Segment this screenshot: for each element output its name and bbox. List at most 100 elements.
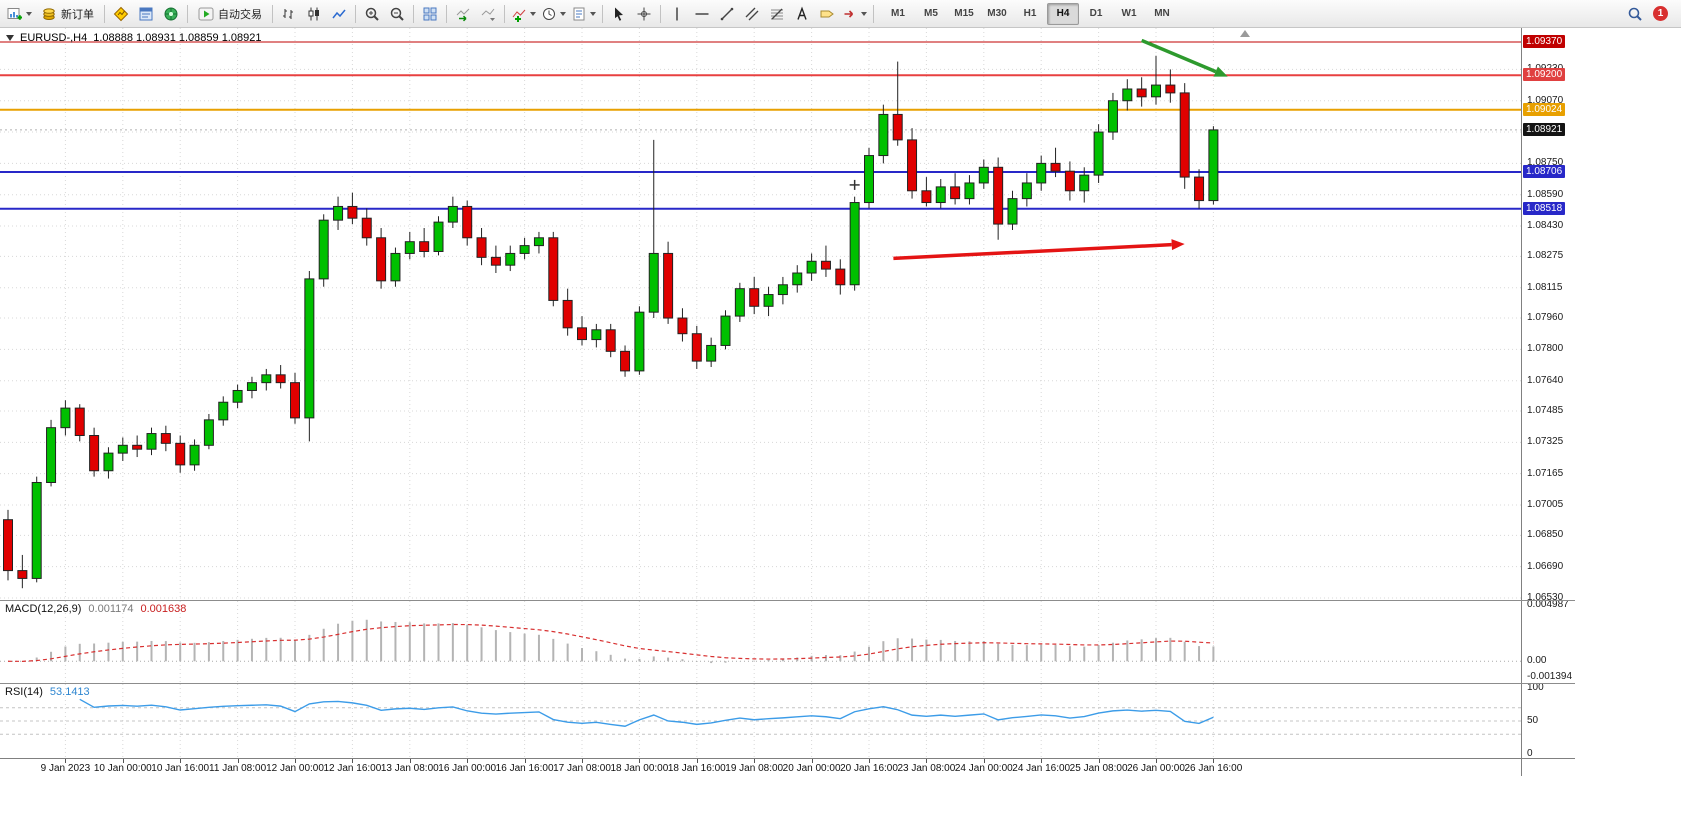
arrows-button[interactable] (840, 3, 869, 25)
price-axis[interactable]: 1.092301.090701.089101.087501.085901.084… (1522, 28, 1580, 776)
candle-bull (46, 427, 57, 483)
time-tick (180, 759, 182, 763)
horizontal-line-button[interactable] (690, 3, 714, 25)
chart-expand-icon[interactable] (6, 35, 14, 41)
zoom-in-button[interactable] (360, 3, 384, 25)
search-button[interactable] (1623, 3, 1647, 25)
fibonacci-button[interactable] (765, 3, 789, 25)
rsi-panel[interactable] (0, 684, 1521, 758)
candle-bull (849, 202, 860, 286)
rsi-label: RSI(14) 53.1413 (5, 686, 90, 698)
templates-button[interactable] (569, 3, 598, 25)
timeframe-button-W1[interactable]: W1 (1121, 8, 1137, 19)
toolbar-separator (272, 4, 273, 23)
candle-bull (103, 452, 114, 472)
price-tick: 1.08750 (1527, 157, 1564, 169)
timeframe-button-H4[interactable]: H4 (1047, 2, 1079, 25)
indicators-icon (511, 6, 527, 22)
cursor-button[interactable] (607, 3, 631, 25)
panel-splitter[interactable] (0, 600, 1575, 601)
trendline-icon (719, 6, 735, 22)
green-down-arrow[interactable] (1140, 38, 1217, 74)
navigator-button[interactable] (159, 3, 183, 25)
price-tick: 1.08275 (1527, 250, 1564, 262)
crosshair-button[interactable] (632, 3, 656, 25)
candle-bull (146, 433, 157, 450)
auto-scroll-button[interactable] (451, 3, 475, 25)
candle-bear (577, 327, 587, 341)
timeframe-button-D1[interactable]: D1 (1089, 8, 1103, 19)
timeframe-button-MN[interactable]: MN (1154, 8, 1170, 19)
red-right-arrow[interactable] (893, 242, 1172, 261)
trendline-button[interactable] (715, 3, 739, 25)
time-label: 20 Jan 16:00 (840, 763, 898, 774)
fibonacci-icon (769, 6, 785, 22)
macd-signal-line (7, 623, 1214, 662)
candle-bull (31, 481, 42, 579)
timeframe-button-H1[interactable]: H1 (1023, 8, 1037, 19)
text-button[interactable] (790, 3, 814, 25)
candle-bull (734, 288, 745, 317)
autotrading-button[interactable]: 自动交易 (192, 3, 268, 25)
toolbar-right: 1 (1623, 3, 1676, 25)
chart-shift-button[interactable] (476, 3, 500, 25)
timeframe-button-M1[interactable]: M1 (891, 8, 905, 19)
time-tick (983, 759, 985, 763)
candlestick-chart-button[interactable] (302, 3, 326, 25)
candle-bear (605, 329, 616, 352)
notification-badge[interactable]: 1 (1653, 6, 1668, 21)
rsi-axis-label: 100 (1527, 682, 1544, 693)
chart-shift-marker[interactable] (1240, 30, 1250, 37)
data-window-button[interactable] (134, 3, 158, 25)
time-label: 16 Jan 00:00 (438, 763, 497, 774)
time-label: 9 Jan 2023 (40, 763, 91, 774)
candle-bull (232, 389, 243, 403)
macd-axis-label: 0.00 (1527, 655, 1547, 667)
new-chart-button[interactable] (5, 3, 34, 25)
rsi-axis-label: 50 (1527, 715, 1539, 726)
candle-bear (677, 317, 688, 335)
timeframe-button-M30[interactable]: M30 (987, 8, 1007, 19)
periods-button[interactable] (539, 3, 568, 25)
red-right-arrow-head[interactable] (1171, 239, 1185, 251)
candle-bull (706, 344, 717, 362)
candle-bull (720, 315, 731, 346)
chart-shift-icon (480, 6, 496, 22)
time-tick (122, 759, 124, 763)
candle-bear (275, 374, 286, 384)
panel-splitter[interactable] (0, 683, 1575, 684)
price-tag-1.08706: 1.08706 (1523, 164, 1566, 178)
vertical-line-button[interactable] (665, 3, 689, 25)
crosshair-icon (636, 6, 652, 22)
text-label-button[interactable] (815, 3, 839, 25)
time-tick (926, 759, 928, 763)
zoom-out-button[interactable] (385, 3, 409, 25)
time-tick (524, 759, 526, 763)
time-axis[interactable]: 9 Jan 2023 10 Jan 00:00 10 Jan 16:00 11 Jan… (0, 758, 1575, 778)
time-label: 11 Jan 08:00 (209, 763, 267, 774)
price-tick: 1.08115 (1527, 281, 1563, 293)
time-tick (1041, 759, 1043, 763)
candle-bull (404, 241, 415, 254)
main-chart[interactable] (0, 28, 1521, 600)
timeframe-button-M15[interactable]: M15 (954, 8, 974, 19)
candle-bear (3, 519, 13, 572)
green-down-arrow-head[interactable] (1213, 66, 1228, 77)
navigator-icon (163, 6, 179, 22)
tile-windows-button[interactable] (418, 3, 442, 25)
candle-bull (1151, 84, 1161, 98)
line-chart-button[interactable] (327, 3, 351, 25)
channel-button[interactable] (740, 3, 764, 25)
new-order-button[interactable]: 新订单 (35, 3, 100, 25)
bar-chart-button[interactable] (277, 3, 301, 25)
toolbar: 新订单 自动交易 (0, 0, 1681, 28)
indicators-button[interactable] (509, 3, 538, 25)
candle-bull (189, 444, 200, 466)
time-tick (1098, 759, 1100, 763)
candle-bull (447, 205, 458, 223)
timeframe-button-M5[interactable]: M5 (924, 8, 938, 19)
time-tick (65, 759, 67, 763)
market-watch-button[interactable] (109, 3, 133, 25)
macd-panel[interactable] (0, 601, 1521, 683)
candle-bull (246, 382, 257, 391)
